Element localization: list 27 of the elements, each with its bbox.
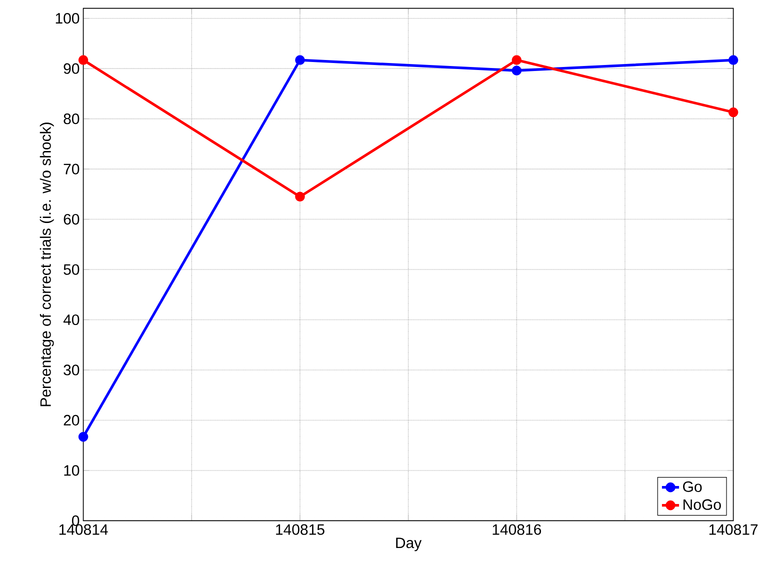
x-tick-label: 140817 — [709, 524, 758, 535]
y-tick-label: 30 — [64, 364, 80, 376]
legend-label: Go — [683, 481, 702, 492]
y-tick-label: 10 — [64, 465, 80, 476]
y-tick-label: 40 — [63, 314, 80, 326]
y-axis-title: Percentage of correct trials (i.e. w/o shock) — [40, 122, 54, 406]
point — [295, 192, 305, 202]
y-tick-label: 100 — [56, 13, 80, 24]
y-tick-label: 50 — [64, 264, 80, 275]
x-axis-title: Day — [396, 538, 422, 552]
point — [512, 55, 522, 65]
y-tick-label: 0 — [72, 515, 80, 526]
x-tick-label: 140815 — [276, 524, 324, 535]
y-tick-label: 20 — [64, 414, 80, 426]
point — [295, 55, 305, 65]
y-tick-label: 70 — [64, 164, 80, 174]
point — [78, 55, 88, 65]
x-tick-label: 140816 — [492, 524, 542, 535]
point — [512, 66, 522, 76]
point — [728, 107, 738, 118]
y-tick-label: 80 — [64, 114, 80, 124]
point — [728, 55, 738, 65]
y-tick-label: 90 — [64, 63, 80, 74]
y-tick-label: 60 — [64, 214, 80, 225]
x-tick-label: 140814 — [59, 524, 108, 535]
legend-label: NoGo — [684, 499, 721, 510]
point — [78, 432, 88, 442]
